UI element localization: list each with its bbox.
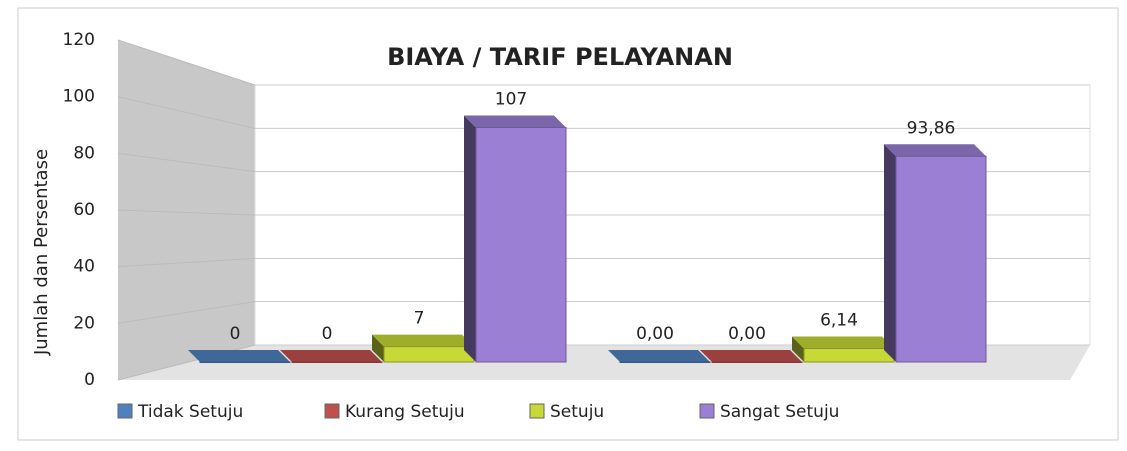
legend-label: Sangat Setuju <box>720 402 839 422</box>
value-label: 107 <box>495 89 527 109</box>
bar-face <box>608 350 710 362</box>
value-label: 0 <box>322 324 333 344</box>
bar <box>608 350 711 363</box>
side-wall <box>118 40 255 380</box>
legend-label: Setuju <box>550 402 604 422</box>
bar-face <box>884 144 896 362</box>
bar-face <box>475 126 567 363</box>
legend-swatch <box>699 403 715 419</box>
bar-face <box>464 115 566 128</box>
bar <box>884 144 987 363</box>
bar-face <box>291 361 383 363</box>
value-label: 7 <box>414 309 425 329</box>
bar <box>188 350 291 363</box>
y-tick-label: 0 <box>84 370 95 390</box>
bar-face <box>199 361 291 363</box>
bar-face <box>464 115 476 363</box>
y-tick-label: 100 <box>63 87 95 107</box>
y-tick-label: 80 <box>73 143 95 163</box>
bar <box>464 115 567 363</box>
legend-label: Kurang Setuju <box>345 402 465 422</box>
bar <box>372 334 475 363</box>
grid-line <box>117 209 256 216</box>
bar-face <box>383 346 475 363</box>
bar-face <box>884 144 986 157</box>
y-tick-label: 20 <box>73 313 95 333</box>
bar-face <box>803 348 895 363</box>
legend-swatch <box>529 403 545 419</box>
grid-line <box>117 96 256 129</box>
grid-line <box>117 152 256 173</box>
bar-face <box>372 334 384 362</box>
y-tick-label: 60 <box>73 200 95 220</box>
grid-line <box>117 301 256 324</box>
bar <box>700 350 803 363</box>
value-label: 0 <box>230 324 241 344</box>
bar-face <box>711 361 803 363</box>
bar-face <box>372 334 474 347</box>
grid-line <box>117 39 256 86</box>
bar-face <box>792 336 804 362</box>
legend-swatch <box>117 403 133 419</box>
bar-face <box>792 336 894 349</box>
y-tick-label: 120 <box>63 30 95 50</box>
value-label: 0,00 <box>636 324 674 344</box>
bar-face <box>619 361 711 363</box>
value-label: 6,14 <box>820 311 858 331</box>
chart-title: BIAYA / TARIF PELAYANAN <box>387 43 733 71</box>
y-tick-label: 40 <box>73 257 95 277</box>
bar <box>280 350 383 363</box>
value-label: 0,00 <box>728 324 766 344</box>
grid-line <box>117 257 256 268</box>
bar-face <box>188 350 290 362</box>
bar-face <box>895 155 987 363</box>
bar-face <box>700 350 802 362</box>
value-label: 93,86 <box>907 118 956 138</box>
legend-swatch <box>324 403 340 419</box>
y-axis-label: Jumlah dan Persentase <box>31 149 52 356</box>
legend-label: Tidak Setuju <box>137 402 243 422</box>
bar <box>792 336 895 363</box>
bar-face <box>280 350 382 362</box>
